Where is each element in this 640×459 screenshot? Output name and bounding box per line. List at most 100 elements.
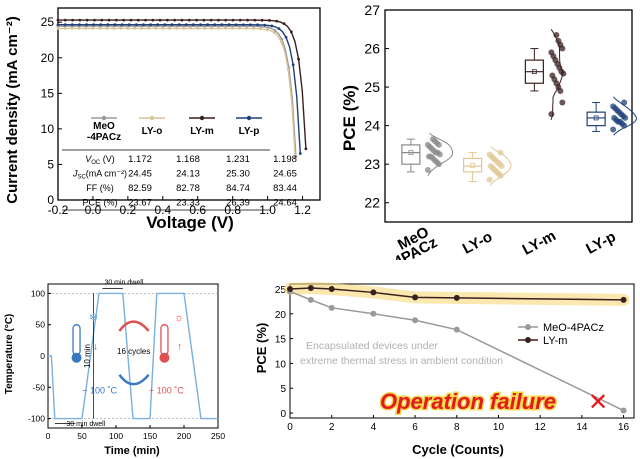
jv-point: [140, 27, 144, 30]
cycle-arrow-bottom: [118, 373, 150, 386]
jv-point: [163, 23, 167, 27]
jv-point: [120, 23, 124, 27]
box-y-axis-label: PCE (%): [340, 85, 359, 151]
cyc-legend-marker: [525, 324, 531, 330]
jv-point: [126, 27, 130, 30]
jv-point: [286, 68, 290, 72]
jv-point: [165, 18, 169, 22]
temp-x-tick-label: 0: [46, 431, 51, 441]
jv-table-value: 1.168: [176, 154, 200, 165]
jv-point: [168, 27, 172, 30]
jv-point: [231, 24, 235, 28]
failure-x-icon: ✕: [588, 389, 608, 416]
jv-y-tick-label: 5: [47, 157, 54, 171]
cyc-x-tick-label: 0: [287, 422, 293, 433]
cyc-legend-label: LY-m: [543, 335, 567, 347]
bottom-dwell-label: 30 min dwell: [66, 421, 105, 428]
top-dwell-label: 30 min dwell: [104, 280, 143, 287]
box-distribution-curve: [613, 96, 637, 136]
jv-point: [234, 23, 238, 27]
box-data-point: [548, 111, 555, 118]
cyc-note-line-1: Encapsulated devices under: [306, 340, 438, 352]
jv-point: [170, 23, 174, 27]
box-data-point: [555, 37, 562, 44]
box-mean: [593, 115, 599, 121]
jv-table-row-label: PCE (%): [82, 198, 117, 208]
jv-x-axis-label: Voltage (V): [146, 213, 234, 232]
jv-point: [256, 23, 259, 27]
jv-y-tick-label: 25: [41, 15, 55, 29]
jv-point: [297, 57, 301, 61]
jv-point: [298, 152, 302, 155]
box-mean: [408, 150, 414, 156]
jv-point: [270, 24, 274, 28]
cycles-label: 16 cycles: [117, 347, 150, 356]
jv-point: [77, 27, 81, 30]
jv-point: [149, 23, 153, 27]
cyc-x-tick-label: 16: [618, 422, 630, 433]
temp-axes: 0 50 100 150 200 250 -100 -50 0 50 100: [28, 283, 225, 441]
jv-point: [224, 24, 228, 28]
jv-point: [227, 23, 231, 27]
box-data-point: [429, 136, 436, 143]
cyc-point: [412, 317, 419, 324]
cyc-x-tick-label: 12: [535, 422, 547, 433]
box-plot-frame: [384, 9, 633, 223]
cyc-point: [287, 285, 293, 292]
jv-table-row-label: JSC(mA cm⁻²): [72, 169, 127, 181]
jv-point: [147, 27, 151, 30]
jv-point: [154, 27, 158, 30]
jv-point: [224, 27, 227, 30]
jv-point: [63, 27, 67, 30]
jv-legend-marker: [246, 115, 252, 121]
box-data-point: [424, 141, 431, 148]
jv-point: [113, 23, 117, 27]
jv-table-value: 82.59: [128, 183, 152, 194]
up-arrow-icon: ↑: [177, 342, 182, 353]
jv-point: [119, 27, 123, 30]
jv-table-value: 23.67: [128, 198, 152, 209]
cyc-x-tick-label: 8: [454, 422, 460, 433]
box-data-point: [497, 149, 504, 156]
box-data-point: [487, 163, 494, 170]
cyc-point: [370, 289, 377, 296]
temp-annotations: 30 min dwell 30 min dwell 10 min ❄ ↓ − 100 ˚C…: [54, 280, 184, 428]
temp-x-tick-label: 50: [77, 431, 87, 441]
cyc-x-tick-label: 6: [412, 422, 418, 433]
cyc-point: [307, 284, 314, 291]
cyc-y-tick-label: 10: [275, 359, 287, 370]
cyc-y-tick-label: 25: [275, 285, 287, 296]
jv-point: [63, 18, 67, 22]
jv-point: [213, 23, 217, 27]
jv-y-tick-label: 0: [47, 193, 54, 207]
jv-x-tick-label: -0.2: [48, 203, 69, 217]
jv-point: [252, 24, 256, 28]
jv-point: [106, 23, 110, 27]
jv-table-row-label: FF (%): [86, 183, 114, 193]
jv-point: [71, 18, 74, 22]
jv-point: [277, 27, 281, 31]
jv-point: [56, 27, 60, 30]
jv-point: [182, 24, 186, 28]
jv-point: [246, 18, 249, 22]
cyc-y-tick-label: 15: [275, 335, 287, 346]
jv-point: [203, 24, 207, 28]
jv-point: [98, 27, 102, 30]
box-data-point: [548, 49, 555, 56]
jv-point: [142, 23, 145, 27]
jv-point: [78, 18, 82, 22]
jv-point: [122, 18, 126, 22]
box-data-point: [486, 151, 493, 158]
box-iqr: [586, 111, 606, 127]
jv-point: [158, 18, 162, 22]
thermal-cycle-chart: 0 50 100 150 200 250 -100 -50 0 50 100 30 min dwel…: [4, 280, 225, 457]
jv-point: [259, 25, 263, 28]
sun-icon: ☼: [174, 312, 184, 324]
box-y-tick-label: 24: [364, 118, 380, 134]
jv-point: [189, 27, 192, 30]
cyc-x-axis-label: Cycle (Counts): [412, 442, 504, 457]
jv-point: [249, 23, 252, 27]
cyc-point: [620, 296, 627, 303]
hot-thermometer-bulb: [159, 352, 170, 363]
